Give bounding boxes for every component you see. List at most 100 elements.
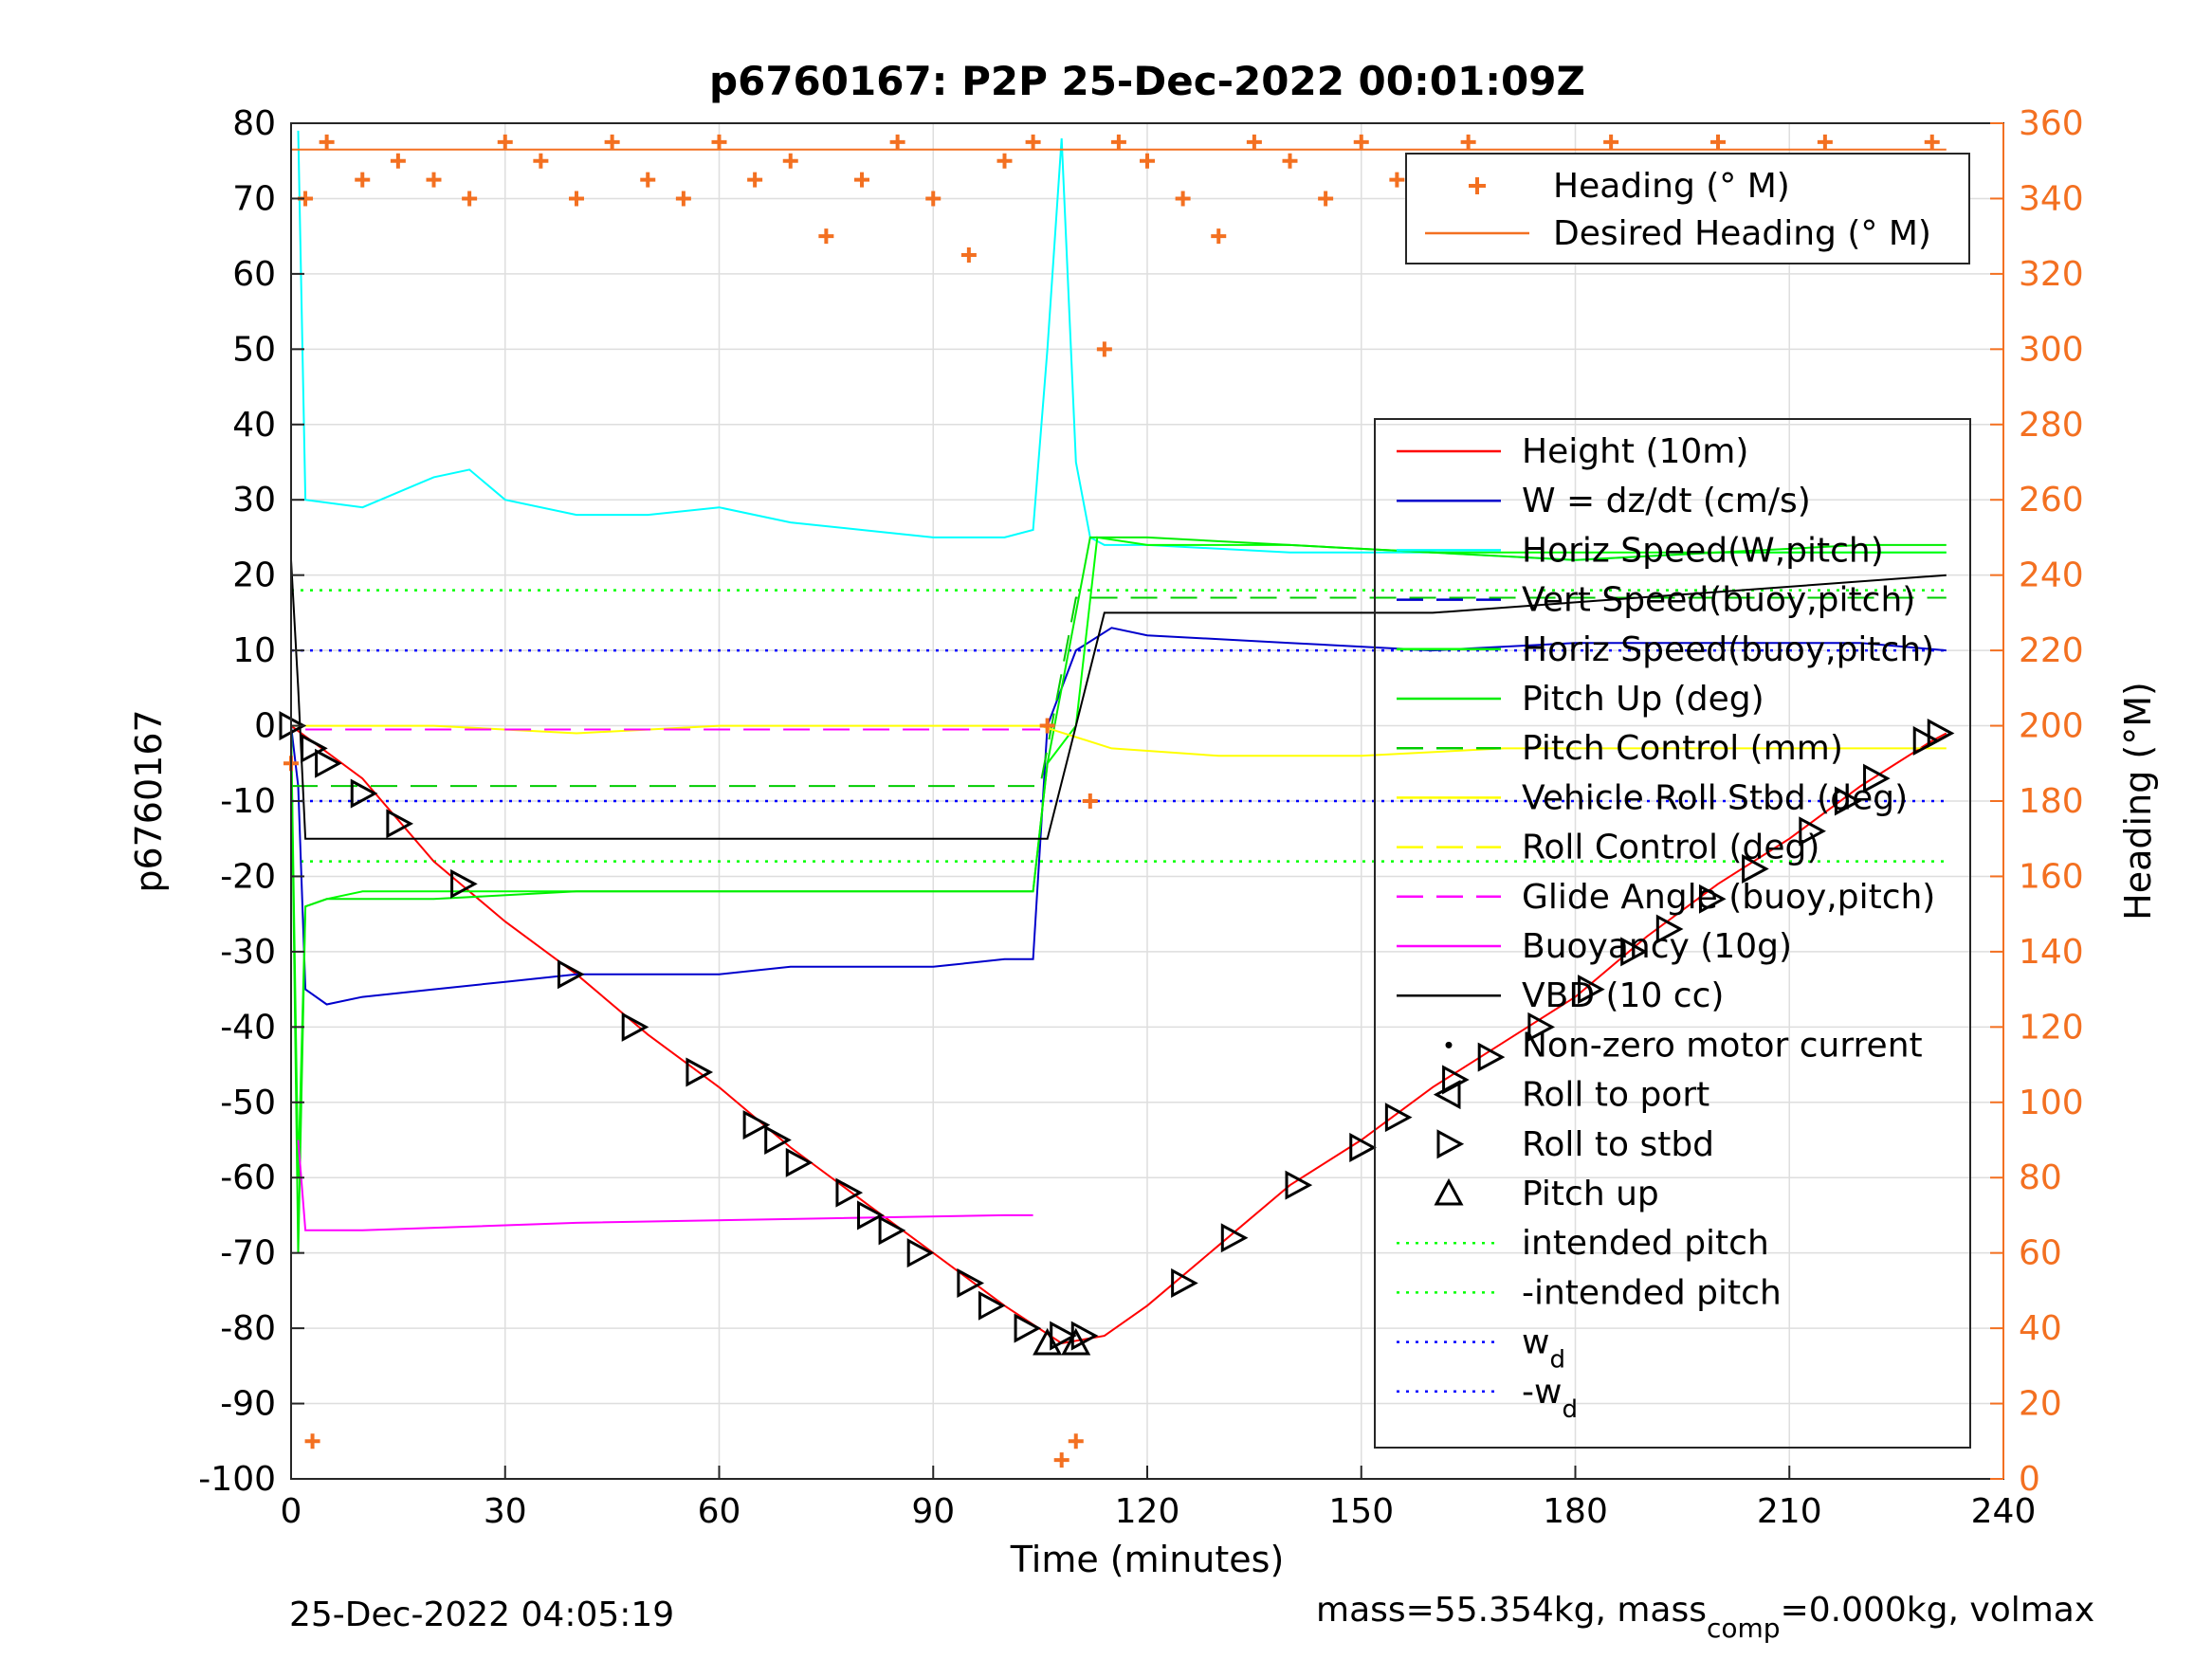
legend-symbol bbox=[1434, 1177, 1464, 1206]
heading-point bbox=[925, 191, 941, 207]
heading-point bbox=[604, 134, 620, 150]
heading-point bbox=[1817, 134, 1833, 150]
heading-point bbox=[1082, 793, 1098, 809]
roll-stbd-marker bbox=[1285, 1170, 1313, 1200]
roll-stbd-marker bbox=[1527, 1012, 1556, 1042]
x-tick-label: 240 bbox=[1971, 1492, 2037, 1531]
y2-tick-label: 280 bbox=[2019, 406, 2084, 445]
y-tick-label: 70 bbox=[232, 179, 276, 218]
series-line bbox=[290, 627, 1947, 1006]
y2-tick-label: 160 bbox=[2019, 857, 2084, 896]
y2-tick-label: 80 bbox=[2019, 1158, 2062, 1197]
heading-point bbox=[304, 1433, 320, 1449]
y2-tick-label: 40 bbox=[2019, 1309, 2062, 1348]
x-tick-label: 60 bbox=[698, 1492, 741, 1531]
legend-symbol bbox=[1445, 1041, 1453, 1048]
roll-stbd-marker bbox=[1799, 816, 1826, 847]
roll-stbd-marker bbox=[386, 809, 414, 839]
y2-tick-label: 140 bbox=[2019, 933, 2084, 972]
y2-axis-label: Heading (°M) bbox=[2117, 682, 2159, 921]
roll-stbd-marker bbox=[1171, 1267, 1198, 1298]
heading-point bbox=[1603, 134, 1619, 150]
roll-stbd-marker bbox=[450, 868, 478, 899]
roll-stbd-marker bbox=[1620, 937, 1648, 967]
y-tick-label: 10 bbox=[232, 631, 276, 670]
series-line bbox=[290, 724, 1947, 1345]
reference-lines bbox=[291, 589, 1947, 863]
legend-label: Heading (° M) bbox=[1553, 167, 1790, 206]
roll-stbd-marker bbox=[686, 1057, 714, 1087]
roll-stbd-marker bbox=[1349, 1132, 1377, 1162]
roll-stbd-marker bbox=[350, 778, 378, 809]
x-tick-label: 90 bbox=[911, 1492, 955, 1531]
heading-point bbox=[569, 191, 584, 207]
roll-stbd-marker bbox=[1834, 786, 1862, 816]
roll-stbd-marker bbox=[764, 1124, 792, 1156]
x-axis-label: Time (minutes) bbox=[1010, 1539, 1285, 1580]
legend-label: Vehicle Roll Stbd (deg) bbox=[1522, 778, 1908, 817]
y-tick-label: -10 bbox=[220, 782, 276, 821]
y-tick-label: -100 bbox=[198, 1460, 276, 1499]
heading-point bbox=[1246, 134, 1262, 150]
series-layer bbox=[290, 130, 1947, 1345]
chart-title: p6760167: P2P 25-Dec-2022 00:01:09Z bbox=[709, 58, 1585, 104]
heading-point bbox=[1282, 153, 1298, 169]
y-axis-right: 3603403203002802602402202001801601401201… bbox=[1990, 104, 2084, 1499]
series-line bbox=[297, 130, 1947, 561]
legend-label: Horiz Speed(buoy,pitch) bbox=[1522, 630, 1934, 669]
legend-main-box bbox=[1374, 418, 1971, 1449]
marker-layer bbox=[279, 711, 1955, 1356]
heading-point bbox=[319, 134, 335, 150]
series-line bbox=[290, 536, 1947, 1253]
y-tick-label: 50 bbox=[232, 330, 276, 369]
y-tick-label: 30 bbox=[232, 481, 276, 520]
roll-stbd-marker bbox=[835, 1177, 864, 1208]
legend-label: Roll to stbd bbox=[1522, 1125, 1714, 1164]
legend-symbol bbox=[1433, 1080, 1461, 1110]
heading-point bbox=[1318, 191, 1334, 207]
series-line bbox=[291, 596, 1947, 788]
heading-point bbox=[390, 153, 406, 169]
y2-tick-label: 180 bbox=[2019, 782, 2084, 821]
y-axis-label: p6760167 bbox=[128, 709, 170, 892]
legend-label: Desired Heading (° M) bbox=[1553, 214, 1931, 253]
legend-label: Roll to port bbox=[1522, 1076, 1709, 1115]
legend-label: Glide Angle (buoy,pitch) bbox=[1522, 878, 1935, 917]
heading-point bbox=[462, 191, 478, 207]
roll-stbd-marker bbox=[1220, 1223, 1249, 1253]
legend-label: Pitch Control (mm) bbox=[1522, 729, 1843, 768]
heading-point bbox=[1389, 172, 1405, 188]
roll-stbd-marker bbox=[1578, 975, 1605, 1005]
heading-point bbox=[355, 172, 371, 188]
y-tick-label: -70 bbox=[220, 1234, 276, 1273]
y-axis-left: 80 70 60 50 40 30 20 10 0 -10 -20 -30 -40 -50 -60 -70 -8… bbox=[198, 104, 304, 1499]
roll-stbd-marker bbox=[1698, 884, 1727, 914]
x-tick-label: 210 bbox=[1757, 1492, 1822, 1531]
roll-stbd-marker bbox=[557, 959, 585, 990]
x-tick-label: 180 bbox=[1543, 1492, 1608, 1531]
y2-tick-label: 100 bbox=[2019, 1084, 2084, 1122]
legend-label: Pitch Up (deg) bbox=[1522, 680, 1764, 719]
roll-stbd-marker bbox=[878, 1215, 906, 1246]
y-tick-label: 60 bbox=[232, 255, 276, 294]
y2-tick-label: 360 bbox=[2019, 104, 2084, 143]
roll-stbd-marker bbox=[1477, 1042, 1506, 1072]
y2-tick-label: 120 bbox=[2019, 1008, 2084, 1047]
y2-tick-label: 60 bbox=[2019, 1234, 2062, 1273]
y2-tick-label: 300 bbox=[2019, 330, 2084, 369]
heading-point bbox=[1460, 134, 1476, 150]
y-tick-label: -80 bbox=[220, 1309, 276, 1348]
roll-stbd-marker bbox=[621, 1012, 649, 1042]
heading-point bbox=[854, 172, 869, 188]
legend-label: Height (10m) bbox=[1522, 432, 1748, 471]
heading-point bbox=[1140, 153, 1155, 169]
y2-tick-label: 0 bbox=[2019, 1460, 2040, 1499]
heading-point bbox=[1110, 134, 1126, 150]
roll-stbd-marker bbox=[857, 1200, 885, 1231]
y-tick-label: 80 bbox=[232, 104, 276, 143]
heading-point bbox=[889, 134, 905, 150]
roll-stbd-marker bbox=[301, 733, 328, 763]
legend-label: intended pitch bbox=[1522, 1224, 1769, 1263]
legend-label: Roll Control (deg) bbox=[1522, 829, 1819, 867]
legend-main: Height (10m) W = dz/dt (cm/s) Horiz Speed(… bbox=[1374, 418, 1971, 1449]
